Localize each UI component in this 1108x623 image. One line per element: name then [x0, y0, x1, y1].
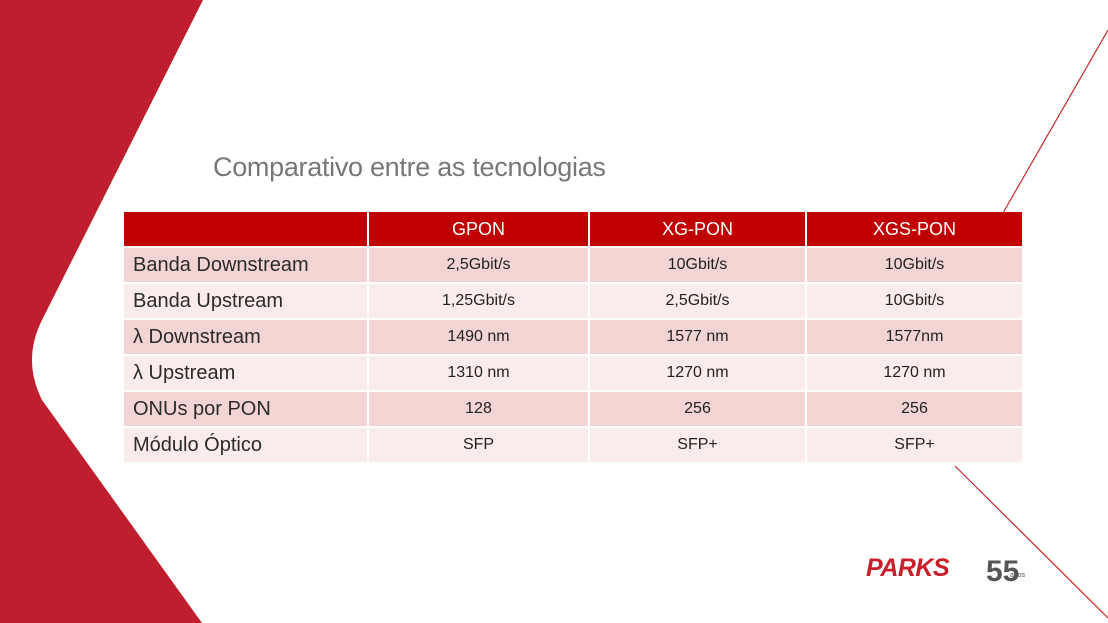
table-row: Banda Downstream 2,5Gbit/s 10Gbit/s 10Gb… — [124, 246, 1022, 283]
anniversary-number: 55 — [986, 555, 1019, 588]
table-cell: 1310 nm — [368, 354, 590, 391]
table-row: Banda Upstream 1,25Gbit/s 2,5Gbit/s 10Gb… — [124, 282, 1022, 319]
table-cell: 256 — [806, 390, 1022, 427]
header-xgs-pon: XGS-PON — [806, 212, 1022, 247]
table-cell: 1490 nm — [368, 318, 590, 355]
row-label: λ Downstream — [124, 318, 369, 355]
header-xg-pon: XG-PON — [589, 212, 807, 247]
table-cell: SFP+ — [589, 426, 807, 462]
table-cell: 1577 nm — [589, 318, 807, 355]
table-cell: 1270 nm — [589, 354, 807, 391]
table-cell: 128 — [368, 390, 590, 427]
row-label: Banda Upstream — [124, 282, 369, 319]
table-row: ONUs por PON 128 256 256 — [124, 390, 1022, 427]
top-right-diagonal-line — [1002, 29, 1108, 214]
table-cell: 1577nm — [806, 318, 1022, 355]
comparison-table: GPON XG-PON XGS-PON Banda Downstream 2,5… — [124, 212, 1022, 462]
row-label: λ Upstream — [124, 354, 369, 391]
slide-title: Comparativo entre as tecnologias — [213, 152, 606, 182]
header-empty-cell — [124, 212, 369, 247]
row-label: Banda Downstream — [124, 246, 369, 283]
row-label: Módulo Óptico — [124, 426, 369, 462]
table-row: λ Downstream 1490 nm 1577 nm 1577nm — [124, 318, 1022, 355]
table-row: Módulo Óptico SFP SFP+ SFP+ — [124, 426, 1022, 462]
table-header-row: GPON XG-PON XGS-PON — [124, 212, 1022, 247]
table-cell: 2,5Gbit/s — [368, 246, 590, 283]
anniversary-word: anos — [1010, 572, 1026, 579]
bottom-right-diagonal-line — [954, 465, 1108, 619]
anniversary-55-icon: 55 anos — [986, 555, 1026, 588]
table-cell: 10Gbit/s — [806, 246, 1022, 283]
table-cell: 1,25Gbit/s — [368, 282, 590, 319]
table-cell: 256 — [589, 390, 807, 427]
table-cell: 10Gbit/s — [806, 282, 1022, 319]
header-gpon: GPON — [368, 212, 590, 247]
left-red-band — [0, 0, 203, 623]
row-label: ONUs por PON — [124, 390, 369, 427]
table-cell: SFP+ — [806, 426, 1022, 462]
table-cell: 1270 nm — [806, 354, 1022, 391]
table-cell: SFP — [368, 426, 590, 462]
parks-wordmark: PARKS — [866, 554, 950, 582]
table-cell: 2,5Gbit/s — [589, 282, 807, 319]
table-row: λ Upstream 1310 nm 1270 nm 1270 nm — [124, 354, 1022, 391]
table-cell: 10Gbit/s — [589, 246, 807, 283]
